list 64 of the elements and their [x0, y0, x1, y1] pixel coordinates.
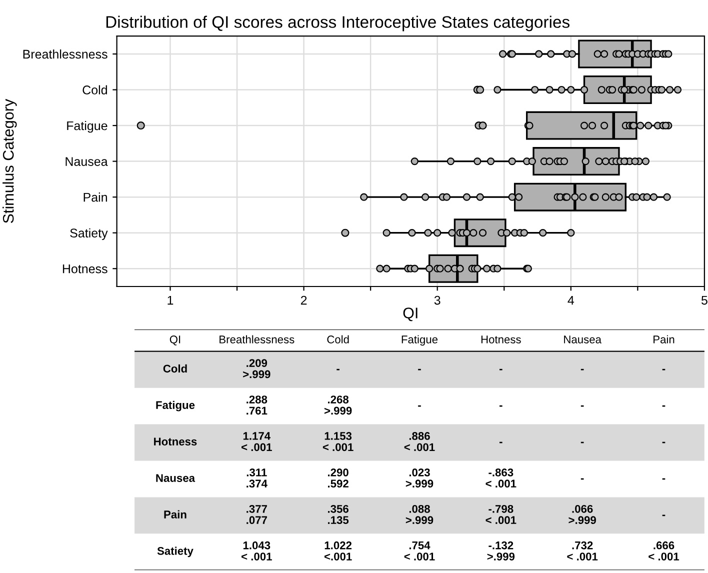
y-tick-label: Pain: [84, 192, 107, 202]
text: -: [580, 368, 584, 370]
text: .209 >.999: [243, 359, 270, 378]
text: -: [499, 442, 502, 444]
y-axis-title: Stimulus Category: [2, 98, 17, 224]
text: 1.043 < .001: [242, 541, 272, 560]
text: -: [580, 478, 584, 480]
text: -: [418, 405, 421, 407]
text: -: [662, 405, 666, 407]
text: -: [662, 442, 666, 444]
category-label: Hotness: [154, 438, 197, 446]
text: .754 < .001: [404, 542, 435, 560]
category-label: Pain: [654, 335, 674, 344]
x-tick-label: 1: [168, 296, 174, 305]
text: -: [418, 368, 421, 370]
text: .268 >.999: [324, 396, 352, 415]
text: .290 .592: [328, 468, 348, 488]
text: -: [662, 514, 666, 516]
text: .088 >.999: [406, 504, 434, 524]
text: -: [499, 405, 502, 407]
text: 1.022 <.001: [324, 541, 352, 560]
text: .288 .761: [246, 396, 268, 415]
category-label: Fatigue: [156, 400, 195, 412]
text: .666 < .001: [648, 541, 680, 560]
category-label: Satiety: [157, 546, 194, 558]
y-tick-label: Satiety: [70, 228, 108, 240]
category-label: Cold: [163, 364, 187, 373]
text: -.863 < .001: [486, 468, 516, 488]
category-label: Pain: [164, 510, 186, 518]
category-label: Fatigue: [402, 335, 438, 346]
text: -: [580, 405, 584, 407]
text: .023 >.999: [406, 468, 434, 488]
x-tick-label: 3: [434, 296, 440, 305]
chart-title: Distribution of QI scores across Interoceptive States categories: [106, 16, 570, 32]
y-tick-label: Breathlessness: [23, 49, 108, 59]
text: -: [580, 442, 584, 444]
text: -: [662, 478, 666, 480]
x-tick-label: 2: [300, 296, 307, 305]
text: .377 .077: [246, 504, 267, 524]
text: -: [662, 368, 666, 370]
text: 1.153 < .001: [322, 432, 354, 452]
text: -.798 < .001: [486, 504, 516, 524]
category-label: Nausea: [564, 336, 602, 344]
text: .356 .135: [328, 504, 349, 524]
text: .311 .374: [246, 468, 268, 488]
x-tick-label: 5: [701, 296, 708, 305]
y-tick-label: Cold: [82, 85, 107, 94]
y-tick-label: Hotness: [62, 264, 108, 274]
y-tick-label: Fatigue: [67, 121, 108, 133]
text: -.132 >.999: [487, 541, 515, 560]
category-label: Hotness: [481, 336, 521, 344]
category-label: Breathlessness: [220, 335, 294, 344]
text: QI: [170, 336, 180, 346]
text: .732 < .001: [567, 541, 598, 560]
category-label: Nausea: [156, 474, 196, 482]
text: .066 >.999: [568, 504, 596, 524]
text: -: [499, 368, 502, 370]
category-label: Cold: [327, 335, 349, 344]
text: 1.174 < .001: [242, 432, 272, 452]
x-tick-label: 4: [568, 296, 574, 305]
text: .886 < .001: [404, 432, 435, 452]
text: -: [336, 368, 340, 370]
x-axis-title: QI: [403, 308, 418, 322]
y-tick-label: Nausea: [66, 157, 108, 166]
